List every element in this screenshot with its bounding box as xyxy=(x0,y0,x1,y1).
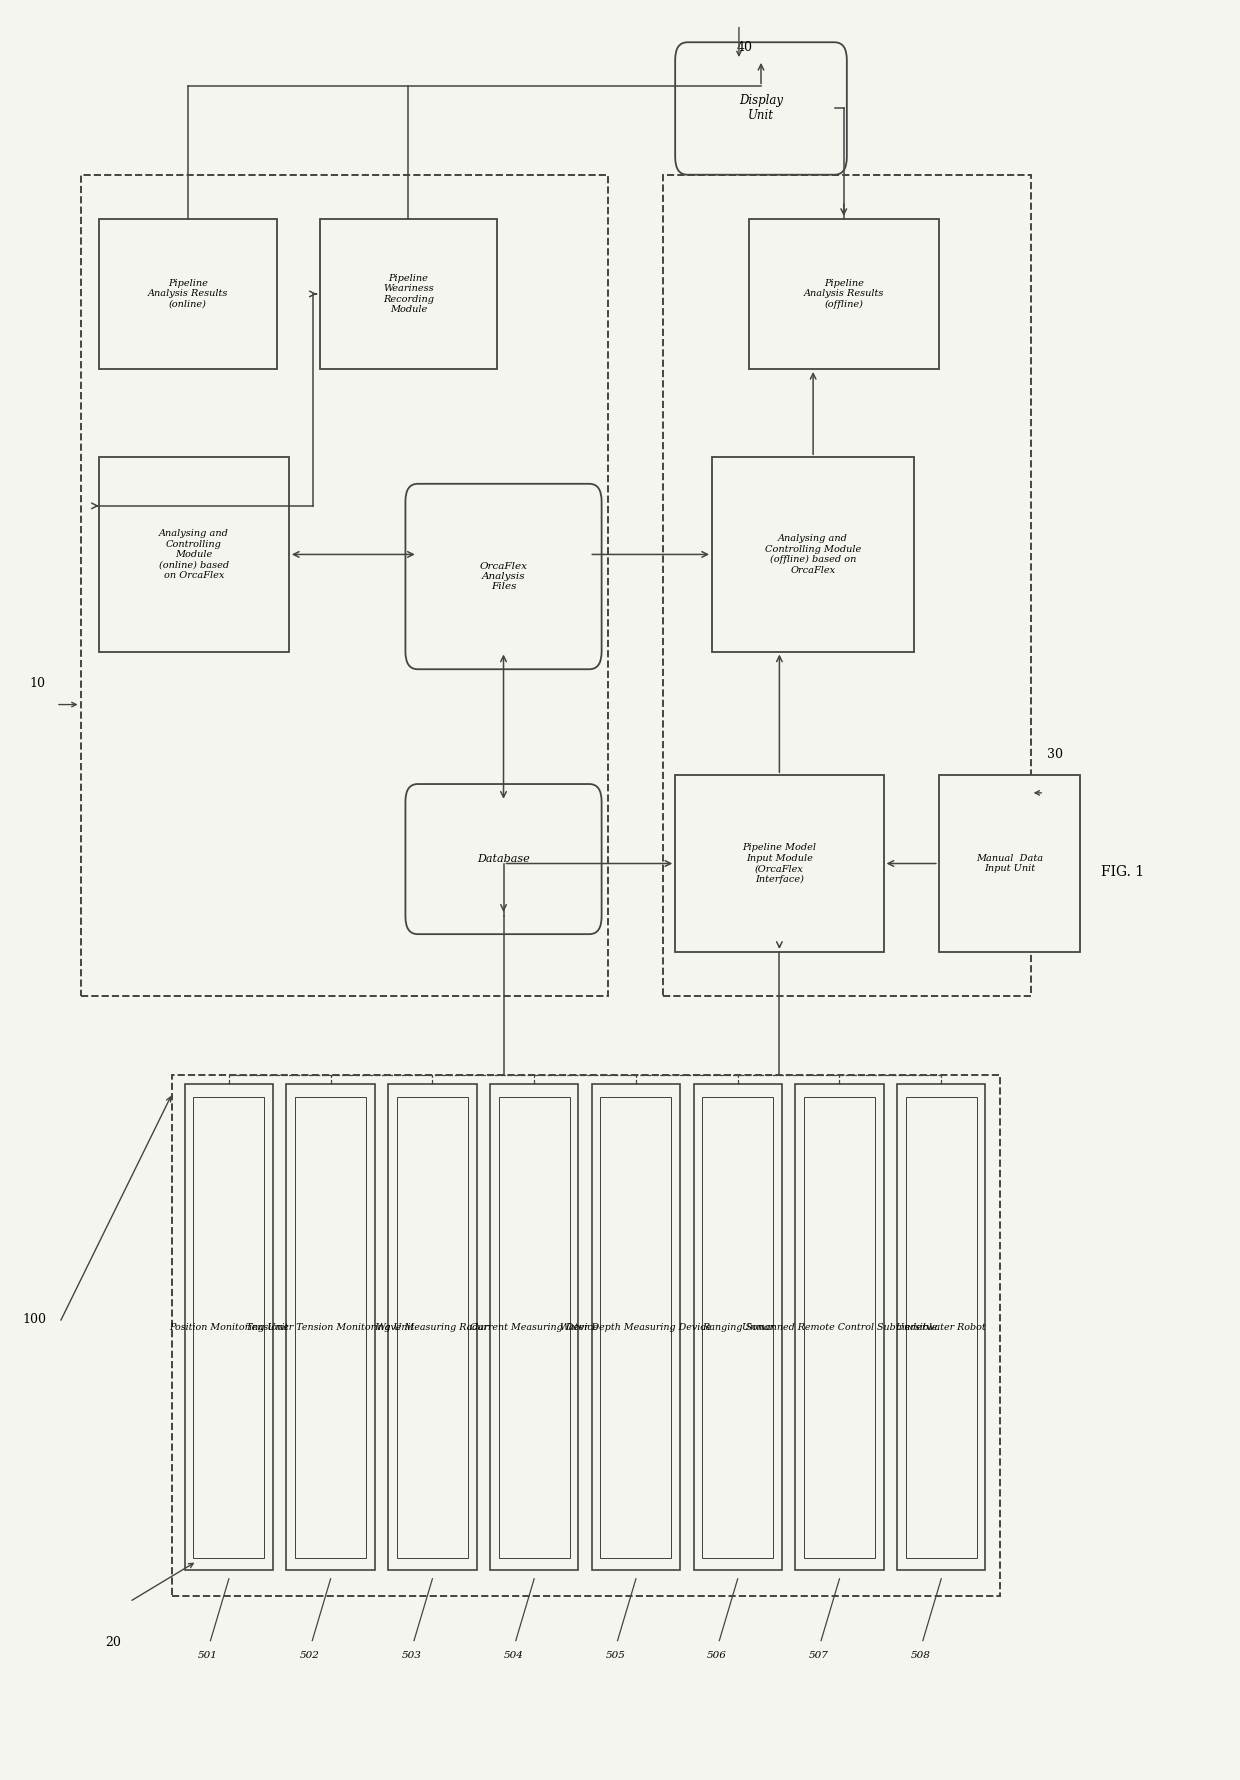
Text: Display
Unit: Display Unit xyxy=(739,94,782,123)
Bar xyxy=(295,1096,366,1558)
Text: 504: 504 xyxy=(503,1652,523,1661)
FancyBboxPatch shape xyxy=(405,484,601,669)
Bar xyxy=(712,457,914,651)
Bar xyxy=(663,174,1030,997)
Bar xyxy=(388,1084,476,1570)
Text: Wave Measuring Radar: Wave Measuring Radar xyxy=(376,1323,489,1331)
Bar xyxy=(693,1084,782,1570)
Text: Pipeline Model
Input Module
(OrcaFlex
Interface): Pipeline Model Input Module (OrcaFlex In… xyxy=(743,844,816,883)
Bar xyxy=(185,1084,273,1570)
Bar xyxy=(498,1096,569,1558)
Text: OrcaFlex
Analysis
Files: OrcaFlex Analysis Files xyxy=(480,562,527,591)
Text: Analysing and
Controlling Module
(offline) based on
OrcaFlex: Analysing and Controlling Module (offlin… xyxy=(765,534,862,575)
Bar xyxy=(320,219,497,368)
Text: Current Measuring Device: Current Measuring Device xyxy=(470,1323,599,1331)
Text: Pipeline
Weariness
Recording
Module: Pipeline Weariness Recording Module xyxy=(383,274,434,313)
Bar xyxy=(939,776,1080,952)
Text: 505: 505 xyxy=(605,1652,625,1661)
Bar xyxy=(99,457,289,651)
Text: Analysing and
Controlling
Module
(online) based
on OrcaFlex: Analysing and Controlling Module (online… xyxy=(159,529,229,580)
Bar xyxy=(490,1084,578,1570)
Bar xyxy=(804,1096,875,1558)
Text: Manual  Data
Input Unit: Manual Data Input Unit xyxy=(976,854,1043,874)
Bar xyxy=(397,1096,467,1558)
Bar xyxy=(749,219,939,368)
Text: Tensioner Tension Monitoring Unit: Tensioner Tension Monitoring Unit xyxy=(247,1323,415,1331)
Text: Position Monitoring Unit: Position Monitoring Unit xyxy=(169,1323,289,1331)
Bar xyxy=(193,1096,264,1558)
Bar xyxy=(905,1096,977,1558)
Bar xyxy=(591,1084,680,1570)
Bar xyxy=(286,1084,374,1570)
Bar xyxy=(172,1075,1001,1597)
Text: 20: 20 xyxy=(105,1636,122,1648)
Bar xyxy=(81,174,608,997)
FancyBboxPatch shape xyxy=(405,783,601,935)
Text: 30: 30 xyxy=(1047,748,1063,760)
Text: Underwater Robot: Underwater Robot xyxy=(897,1323,986,1331)
Text: 506: 506 xyxy=(707,1652,727,1661)
Text: Unmanned Remote Control Submersible: Unmanned Remote Control Submersible xyxy=(742,1323,937,1331)
Text: 10: 10 xyxy=(29,676,45,691)
Bar xyxy=(675,776,884,952)
Bar xyxy=(897,1084,986,1570)
Bar xyxy=(600,1096,672,1558)
Bar xyxy=(99,219,277,368)
Text: Ranging Sonar: Ranging Sonar xyxy=(702,1323,774,1331)
Text: Database: Database xyxy=(477,854,529,863)
Text: FIG. 1: FIG. 1 xyxy=(1101,865,1145,879)
Text: 507: 507 xyxy=(808,1652,828,1661)
Text: Pipeline
Analysis Results
(online): Pipeline Analysis Results (online) xyxy=(148,279,228,310)
Text: 40: 40 xyxy=(737,41,753,53)
Bar xyxy=(795,1084,884,1570)
Text: Pipeline
Analysis Results
(offline): Pipeline Analysis Results (offline) xyxy=(804,279,884,310)
Text: 502: 502 xyxy=(300,1652,320,1661)
Text: Water Depth Measuring Device: Water Depth Measuring Device xyxy=(560,1323,712,1331)
Text: 501: 501 xyxy=(198,1652,218,1661)
Text: 503: 503 xyxy=(402,1652,422,1661)
FancyBboxPatch shape xyxy=(675,43,847,174)
Text: 508: 508 xyxy=(910,1652,930,1661)
Text: 100: 100 xyxy=(22,1312,47,1326)
Bar xyxy=(702,1096,774,1558)
